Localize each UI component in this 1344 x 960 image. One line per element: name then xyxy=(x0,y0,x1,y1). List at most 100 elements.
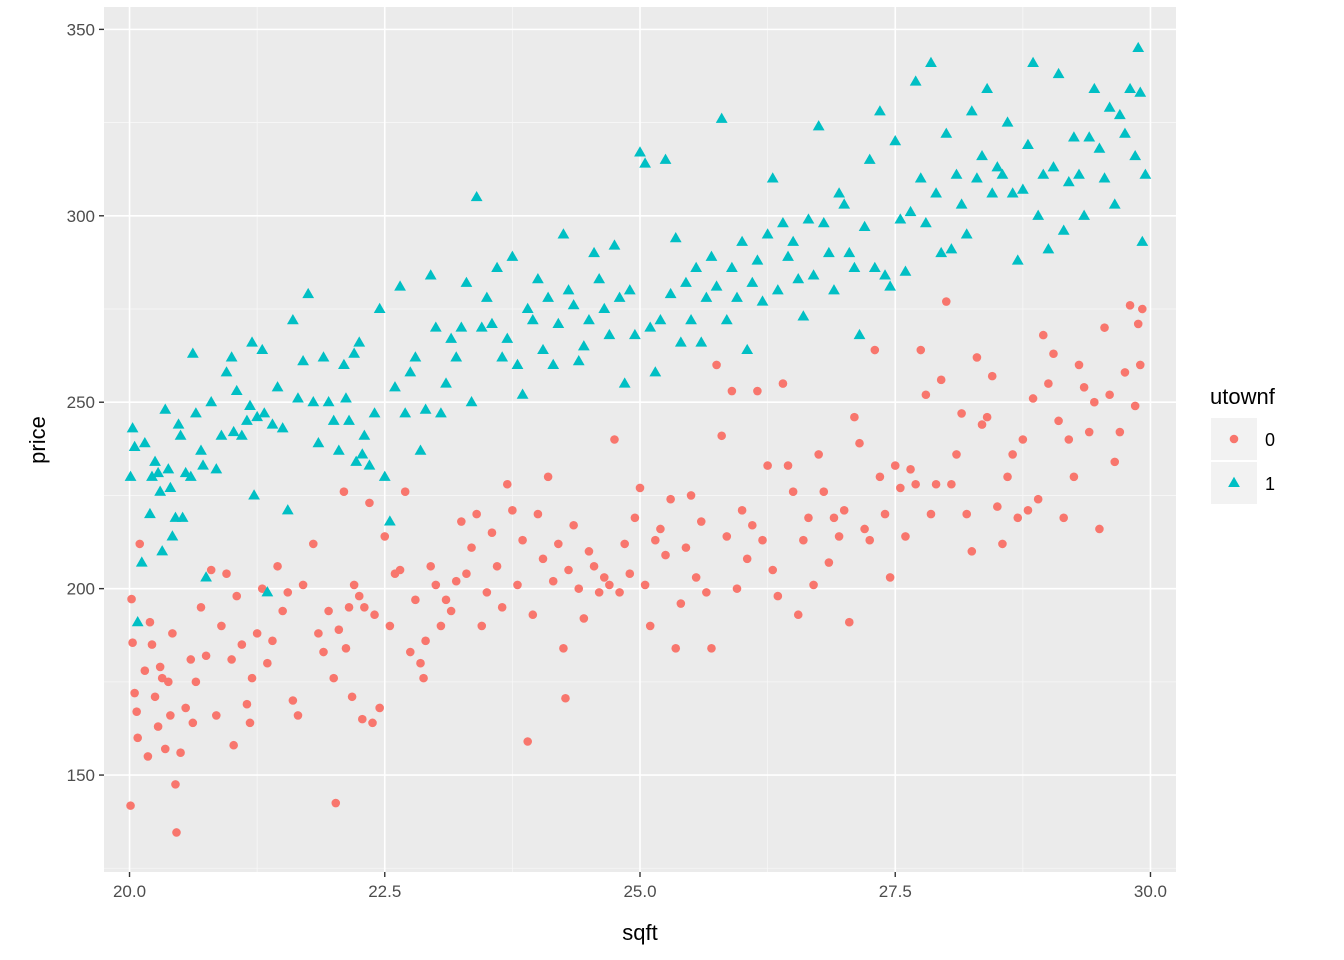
data-point-circle xyxy=(232,591,242,601)
data-point-triangle xyxy=(435,407,447,418)
data-point-triangle xyxy=(603,328,616,340)
data-point-circle xyxy=(288,696,298,705)
data-point-circle xyxy=(191,677,201,687)
data-point-triangle xyxy=(557,228,570,239)
data-point-circle xyxy=(147,640,157,649)
data-point-circle xyxy=(431,580,441,590)
data-point-circle xyxy=(773,591,783,601)
data-point-triangle xyxy=(807,269,820,280)
data-point-triangle xyxy=(307,396,320,407)
data-point-circle xyxy=(273,561,282,571)
data-point-triangle xyxy=(634,146,646,157)
data-point-triangle xyxy=(812,120,825,131)
data-point-triangle xyxy=(695,336,708,347)
data-point-circle xyxy=(222,569,231,579)
data-point-triangle xyxy=(124,470,137,481)
data-point-triangle xyxy=(725,261,738,273)
data-point-triangle xyxy=(874,105,886,116)
data-point-circle xyxy=(589,561,599,571)
data-point-triangle xyxy=(598,302,611,314)
data-point-circle xyxy=(245,718,255,728)
data-point-triangle xyxy=(356,448,369,459)
data-point-circle xyxy=(405,647,415,657)
data-point-triangle xyxy=(853,328,866,340)
data-point-circle xyxy=(839,506,849,515)
data-point-triangle xyxy=(429,321,442,332)
data-point-circle xyxy=(1120,368,1130,377)
data-point-triangle xyxy=(1052,67,1065,79)
data-point-circle xyxy=(370,610,379,620)
data-point-triangle xyxy=(146,470,158,481)
data-point-circle xyxy=(385,621,395,631)
data-point-triangle xyxy=(210,463,223,474)
data-point-circle xyxy=(615,588,624,597)
data-point-triangle xyxy=(756,295,769,306)
data-point-circle xyxy=(508,506,517,515)
data-point-triangle xyxy=(889,135,902,146)
data-point-circle xyxy=(855,438,864,448)
data-point-triangle xyxy=(1037,168,1050,179)
data-point-triangle xyxy=(486,317,498,328)
data-point-triangle xyxy=(480,291,493,302)
data-point-circle xyxy=(656,524,665,534)
data-point-triangle xyxy=(220,366,233,377)
data-point-triangle xyxy=(248,489,260,500)
data-point-circle xyxy=(645,621,655,631)
y-axis-ticks: 150 200 250 300 350 xyxy=(67,20,104,785)
data-point-circle xyxy=(293,711,303,720)
y-tick-label: 150 xyxy=(67,766,95,785)
data-point-circle xyxy=(1135,360,1145,370)
data-point-triangle xyxy=(771,284,784,295)
data-point-circle xyxy=(257,584,267,593)
data-point-triangle xyxy=(1022,138,1034,149)
data-point-triangle xyxy=(389,381,401,392)
data-point-circle xyxy=(885,573,895,582)
data-point-triangle xyxy=(639,157,651,168)
data-point-circle xyxy=(844,617,854,627)
data-point-triangle xyxy=(363,459,376,470)
data-point-circle xyxy=(1133,319,1143,329)
data-point-circle xyxy=(1049,349,1058,359)
data-point-circle xyxy=(308,539,318,549)
data-point-circle xyxy=(722,532,732,541)
data-point-circle xyxy=(171,780,180,789)
data-point-triangle xyxy=(705,250,718,261)
data-point-triangle xyxy=(246,336,258,347)
data-point-triangle xyxy=(276,422,289,433)
y-axis-title: price xyxy=(25,416,50,464)
data-point-circle xyxy=(788,487,798,496)
data-point-triangle xyxy=(511,358,524,369)
data-point-circle xyxy=(150,692,160,702)
data-point-triangle xyxy=(1006,187,1019,198)
data-point-triangle xyxy=(680,276,692,287)
x-tick-label: 20.0 xyxy=(113,882,146,901)
data-point-triangle xyxy=(1113,108,1126,120)
data-point-circle xyxy=(533,509,543,519)
data-point-circle xyxy=(579,614,589,623)
data-point-circle xyxy=(635,483,645,493)
data-point-triangle xyxy=(1011,254,1024,265)
data-point-triangle xyxy=(1032,209,1045,220)
data-point-circle xyxy=(368,718,377,728)
data-point-triangle xyxy=(858,220,871,232)
data-point-triangle xyxy=(623,284,636,295)
data-point-circle xyxy=(972,353,982,362)
data-point-triangle xyxy=(373,302,386,314)
data-point-circle xyxy=(686,491,696,500)
data-point-triangle xyxy=(1062,176,1075,187)
data-point-circle xyxy=(926,509,936,519)
legend-symbol-triangle xyxy=(1228,476,1240,488)
data-point-circle xyxy=(768,565,778,575)
data-point-triangle xyxy=(450,351,463,362)
data-point-triangle xyxy=(215,429,228,440)
data-point-circle xyxy=(783,461,793,470)
data-point-triangle xyxy=(317,351,330,362)
data-point-circle xyxy=(319,647,328,657)
data-point-triangle xyxy=(848,261,861,273)
data-point-circle xyxy=(160,744,170,754)
data-point-triangle xyxy=(186,347,199,358)
data-point-triangle xyxy=(674,336,687,347)
data-point-triangle xyxy=(343,414,355,425)
data-point-triangle xyxy=(715,112,728,123)
